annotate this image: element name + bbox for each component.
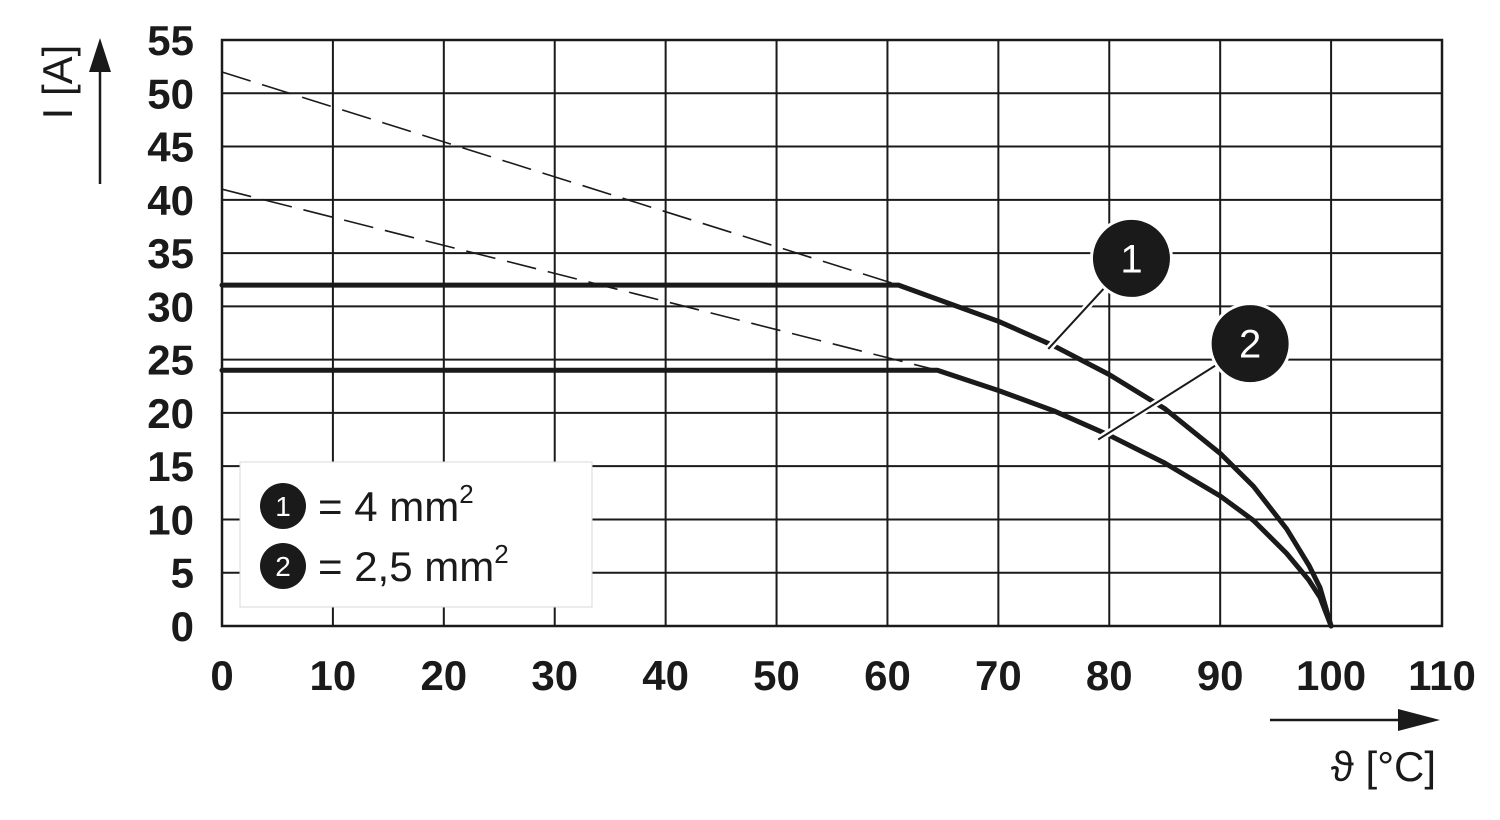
- x-axis-title: ϑ [°C]: [1270, 709, 1440, 790]
- x-tick-label-3: 30: [531, 652, 578, 699]
- y-tick-label-1: 5: [171, 550, 194, 597]
- x-axis-arrow-head: [1398, 709, 1440, 731]
- legend-label-2-sup: 2: [494, 539, 508, 569]
- x-tick-label-8: 80: [1086, 652, 1133, 699]
- legend: 1 = 4 mm2 2 = 2,5 mm2: [239, 461, 593, 608]
- y-tick-label-8: 40: [147, 177, 194, 224]
- reference-line-2: [221, 71, 899, 286]
- legend-entry-1: 1 = 4 mm2: [260, 479, 474, 530]
- y-tick-label-0: 0: [171, 603, 194, 650]
- x-tick-label-6: 60: [864, 652, 911, 699]
- x-tick-label-1: 10: [310, 652, 357, 699]
- x-tick-label-4: 40: [642, 652, 689, 699]
- tick-labels: 0 10 20 30 40 50 60 70 80 90 100 110 0 5 10 15 20 25 30 35 4…: [147, 17, 1476, 699]
- x-tick-label-10: 100: [1296, 652, 1366, 699]
- x-tick-label-5: 50: [753, 652, 800, 699]
- legend-marker-1: [260, 483, 306, 529]
- y-tick-label-2: 10: [147, 496, 194, 543]
- x-tick-label-11: 110: [1408, 652, 1476, 699]
- y-tick-label-7: 35: [147, 230, 194, 277]
- y-tick-label-3: 15: [147, 443, 194, 490]
- y-tick-label-10: 50: [147, 70, 194, 117]
- legend-marker-2: [260, 543, 306, 589]
- y-axis-arrow-head: [89, 38, 111, 72]
- legend-marker-2-label: 2: [275, 551, 291, 582]
- series-line-1: [219, 282, 1334, 629]
- y-axis-title: I [A]: [34, 38, 111, 184]
- callout-badge-label-2: 2: [1239, 323, 1261, 367]
- x-tick-label-9: 90: [1197, 652, 1244, 699]
- reference-line-3: [221, 188, 938, 372]
- legend-label-2-text: = 2,5 mm: [318, 543, 494, 590]
- y-tick-label-4: 20: [147, 390, 194, 437]
- legend-label-1-text: = 4 mm: [318, 483, 459, 530]
- y-axis-label: I [A]: [34, 45, 81, 120]
- y-tick-label-11: 55: [147, 17, 194, 64]
- legend-entry-2: 2 = 2,5 mm2: [260, 539, 509, 590]
- series-line-2: [219, 367, 1334, 629]
- x-tick-label-2: 20: [420, 652, 467, 699]
- x-axis-label: ϑ [°C]: [1331, 743, 1436, 790]
- callout-badge-1: [1089, 216, 1173, 300]
- legend-label-2: = 2,5 mm2: [318, 539, 509, 590]
- plot-border: [220, 38, 1444, 628]
- reference-lines: [221, 71, 938, 372]
- y-tick-label-5: 25: [147, 337, 194, 384]
- callout-badge-2: [1208, 302, 1292, 386]
- legend-label-1: = 4 mm2: [318, 479, 474, 530]
- plot-frame: [220, 38, 1444, 628]
- y-tick-label-9: 45: [147, 124, 194, 171]
- series-lines: [219, 282, 1334, 629]
- legend-marker-1-label: 1: [275, 491, 291, 522]
- x-tick-label-0: 0: [210, 652, 233, 699]
- callouts: 12: [1045, 216, 1292, 443]
- legend-label-1-sup: 2: [459, 479, 473, 509]
- x-tick-label-7: 70: [975, 652, 1022, 699]
- callout-badge-label-1: 1: [1120, 237, 1142, 281]
- y-tick-label-6: 30: [147, 283, 194, 330]
